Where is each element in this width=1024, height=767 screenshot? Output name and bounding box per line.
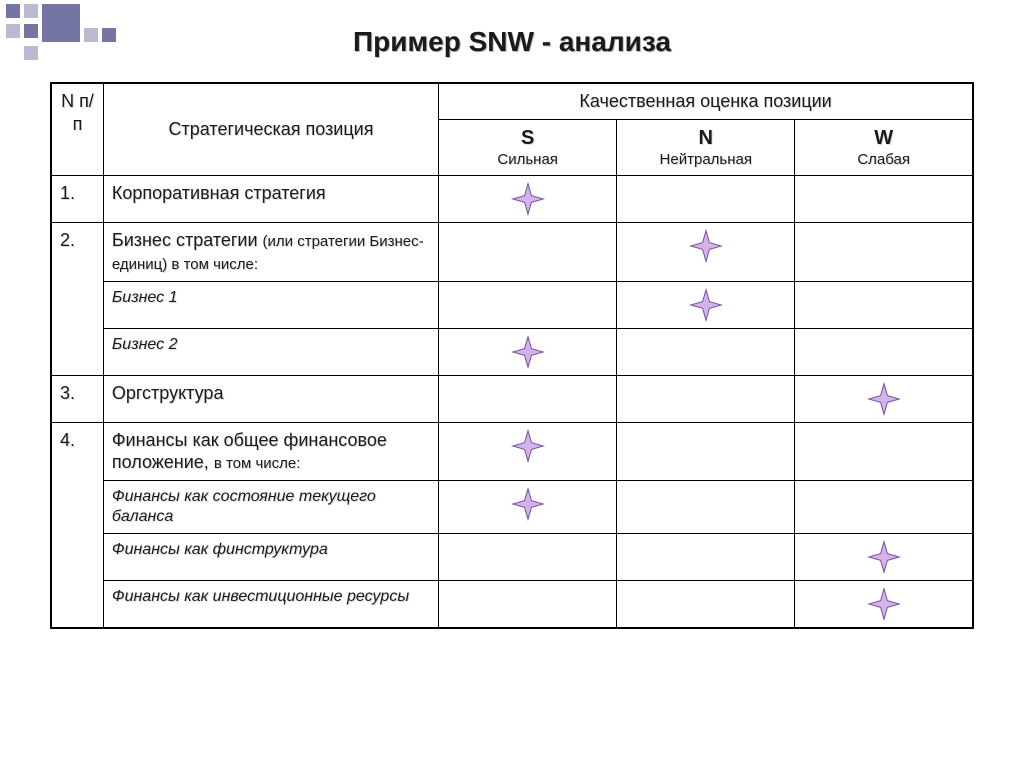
table-row: Бизнес 2 [51, 328, 973, 375]
star-icon [511, 429, 545, 463]
row-position: Оргструктура [103, 375, 438, 422]
row-position: Бизнес стратегии (или стратегии Бизнес-е… [103, 223, 438, 282]
row-position: Финансы как состояние текущего баланса [103, 481, 438, 534]
table-row: Финансы как состояние текущего баланса [51, 481, 973, 534]
row-position: Финансы как инвестиционные ресурсы [103, 581, 438, 629]
row-position: Бизнес 1 [103, 281, 438, 328]
row-number: 3. [51, 375, 103, 422]
page-title: Пример SNW - анализа [0, 0, 1024, 58]
cell-s [439, 481, 617, 534]
row-number: 1. [51, 176, 103, 223]
header-w: W Слабая [795, 119, 973, 176]
header-n: N Нейтральная [617, 119, 795, 176]
table-container: N п/п Стратегическая позиция Качественна… [50, 82, 974, 629]
row-number: 2. [51, 223, 103, 376]
cell-s [439, 176, 617, 223]
cell-n [617, 581, 795, 629]
cell-w [795, 328, 973, 375]
row-position: Корпоративная стратегия [103, 176, 438, 223]
header-s: S Сильная [439, 119, 617, 176]
slide-page: Пример SNW - анализа N п/п Стратегическа… [0, 0, 1024, 767]
cell-w [795, 534, 973, 581]
cell-w [795, 481, 973, 534]
row-position-sub: в том числе: [214, 455, 301, 472]
header-n-label: Нейтральная [625, 151, 786, 170]
cell-s [439, 375, 617, 422]
header-s-letter: S [447, 126, 608, 151]
cell-w [795, 176, 973, 223]
row-position-label: Бизнес стратегии [112, 230, 263, 250]
row-number: 4. [51, 422, 103, 628]
cell-s [439, 422, 617, 480]
header-w-label: Слабая [803, 151, 964, 170]
row-position: Бизнес 2 [103, 328, 438, 375]
header-qualitative: Качественная оценка позиции [439, 83, 973, 119]
cell-n [617, 534, 795, 581]
header-num: N п/п [51, 83, 103, 176]
header-n-letter: N [625, 126, 786, 151]
star-icon [511, 335, 545, 369]
star-icon [867, 540, 901, 574]
cell-w [795, 422, 973, 480]
cell-n [617, 328, 795, 375]
cell-w [795, 581, 973, 629]
star-icon [511, 182, 545, 216]
table-row: 3.Оргструктура [51, 375, 973, 422]
table-row: Бизнес 1 [51, 281, 973, 328]
row-position: Финансы как финструктура [103, 534, 438, 581]
cell-w [795, 281, 973, 328]
cell-n [617, 281, 795, 328]
cell-s [439, 281, 617, 328]
cell-n [617, 176, 795, 223]
star-icon [689, 229, 723, 263]
cell-w [795, 375, 973, 422]
cell-w [795, 223, 973, 282]
star-icon [689, 288, 723, 322]
cell-n [617, 375, 795, 422]
cell-s [439, 328, 617, 375]
header-position: Стратегическая позиция [103, 83, 438, 176]
cell-n [617, 223, 795, 282]
header-w-letter: W [803, 126, 964, 151]
table-row: 4.Финансы как общее финансовое положение… [51, 422, 973, 480]
cell-n [617, 481, 795, 534]
cell-s [439, 223, 617, 282]
table-row: Финансы как финструктура [51, 534, 973, 581]
cell-s [439, 534, 617, 581]
star-icon [511, 487, 545, 521]
cell-s [439, 581, 617, 629]
table-row: Финансы как инвестиционные ресурсы [51, 581, 973, 629]
star-icon [867, 382, 901, 416]
snw-table: N п/п Стратегическая позиция Качественна… [50, 82, 974, 629]
cell-n [617, 422, 795, 480]
header-s-label: Сильная [447, 151, 608, 170]
star-icon [867, 587, 901, 621]
row-position: Финансы как общее финансовое положение, … [103, 422, 438, 480]
table-row: 1.Корпоративная стратегия [51, 176, 973, 223]
table-row: 2.Бизнес стратегии (или стратегии Бизнес… [51, 223, 973, 282]
